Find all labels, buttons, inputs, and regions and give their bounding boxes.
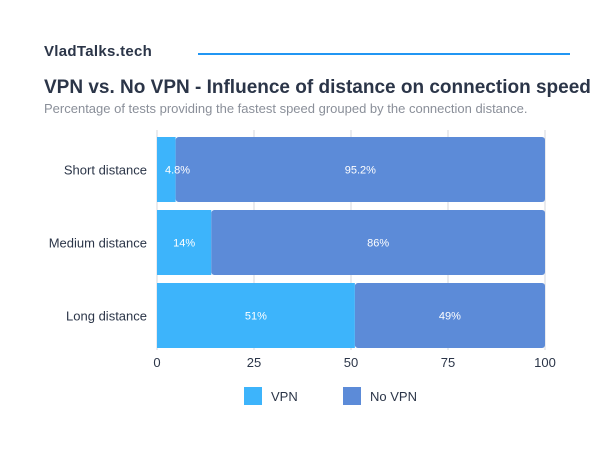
bar-vpn-short-distance (157, 137, 176, 202)
legend-label-vpn: VPN (271, 388, 298, 404)
chart-title: VPN vs. No VPN - Influence of distance o… (44, 77, 591, 98)
data-label-vpn-long-distance: 51% (245, 311, 267, 323)
bar-no-vpn-medium-distance (211, 210, 545, 275)
category-label-medium-distance: Medium distance (49, 236, 147, 251)
legend-swatch-vpn (244, 387, 262, 405)
x-tick-label-75: 75 (441, 355, 455, 370)
bar-vpn-long-distance (157, 283, 355, 348)
x-tick-label-50: 50 (344, 355, 358, 370)
data-label-no-vpn-medium-distance: 86% (367, 238, 389, 250)
data-label-vpn-medium-distance: 14% (173, 238, 195, 250)
legend-label-no-vpn: No VPN (370, 388, 417, 404)
legend-item-vpn: VPN (244, 386, 298, 406)
category-label-short-distance: Short distance (64, 163, 147, 178)
bar-no-vpn-short-distance (175, 137, 545, 202)
legend-item-no-vpn: No VPN (343, 386, 417, 406)
bar-no-vpn-long-distance (354, 283, 545, 348)
brand-name: VladTalks.tech (44, 43, 153, 60)
x-tick-label-0: 0 (153, 355, 160, 370)
data-label-no-vpn-short-distance: 95.2% (345, 165, 376, 177)
bar-vpn-medium-distance (157, 210, 212, 275)
brand-divider (198, 53, 570, 55)
x-tick-label-100: 100 (534, 355, 556, 370)
x-tick-label-25: 25 (247, 355, 261, 370)
data-label-vpn-short-distance: 4.8% (165, 165, 190, 177)
chart-subtitle: Percentage of tests providing the fastes… (44, 101, 528, 116)
legend-swatch-no-vpn (343, 387, 361, 405)
category-label-long-distance: Long distance (66, 309, 147, 324)
data-label-no-vpn-long-distance: 49% (439, 311, 461, 323)
